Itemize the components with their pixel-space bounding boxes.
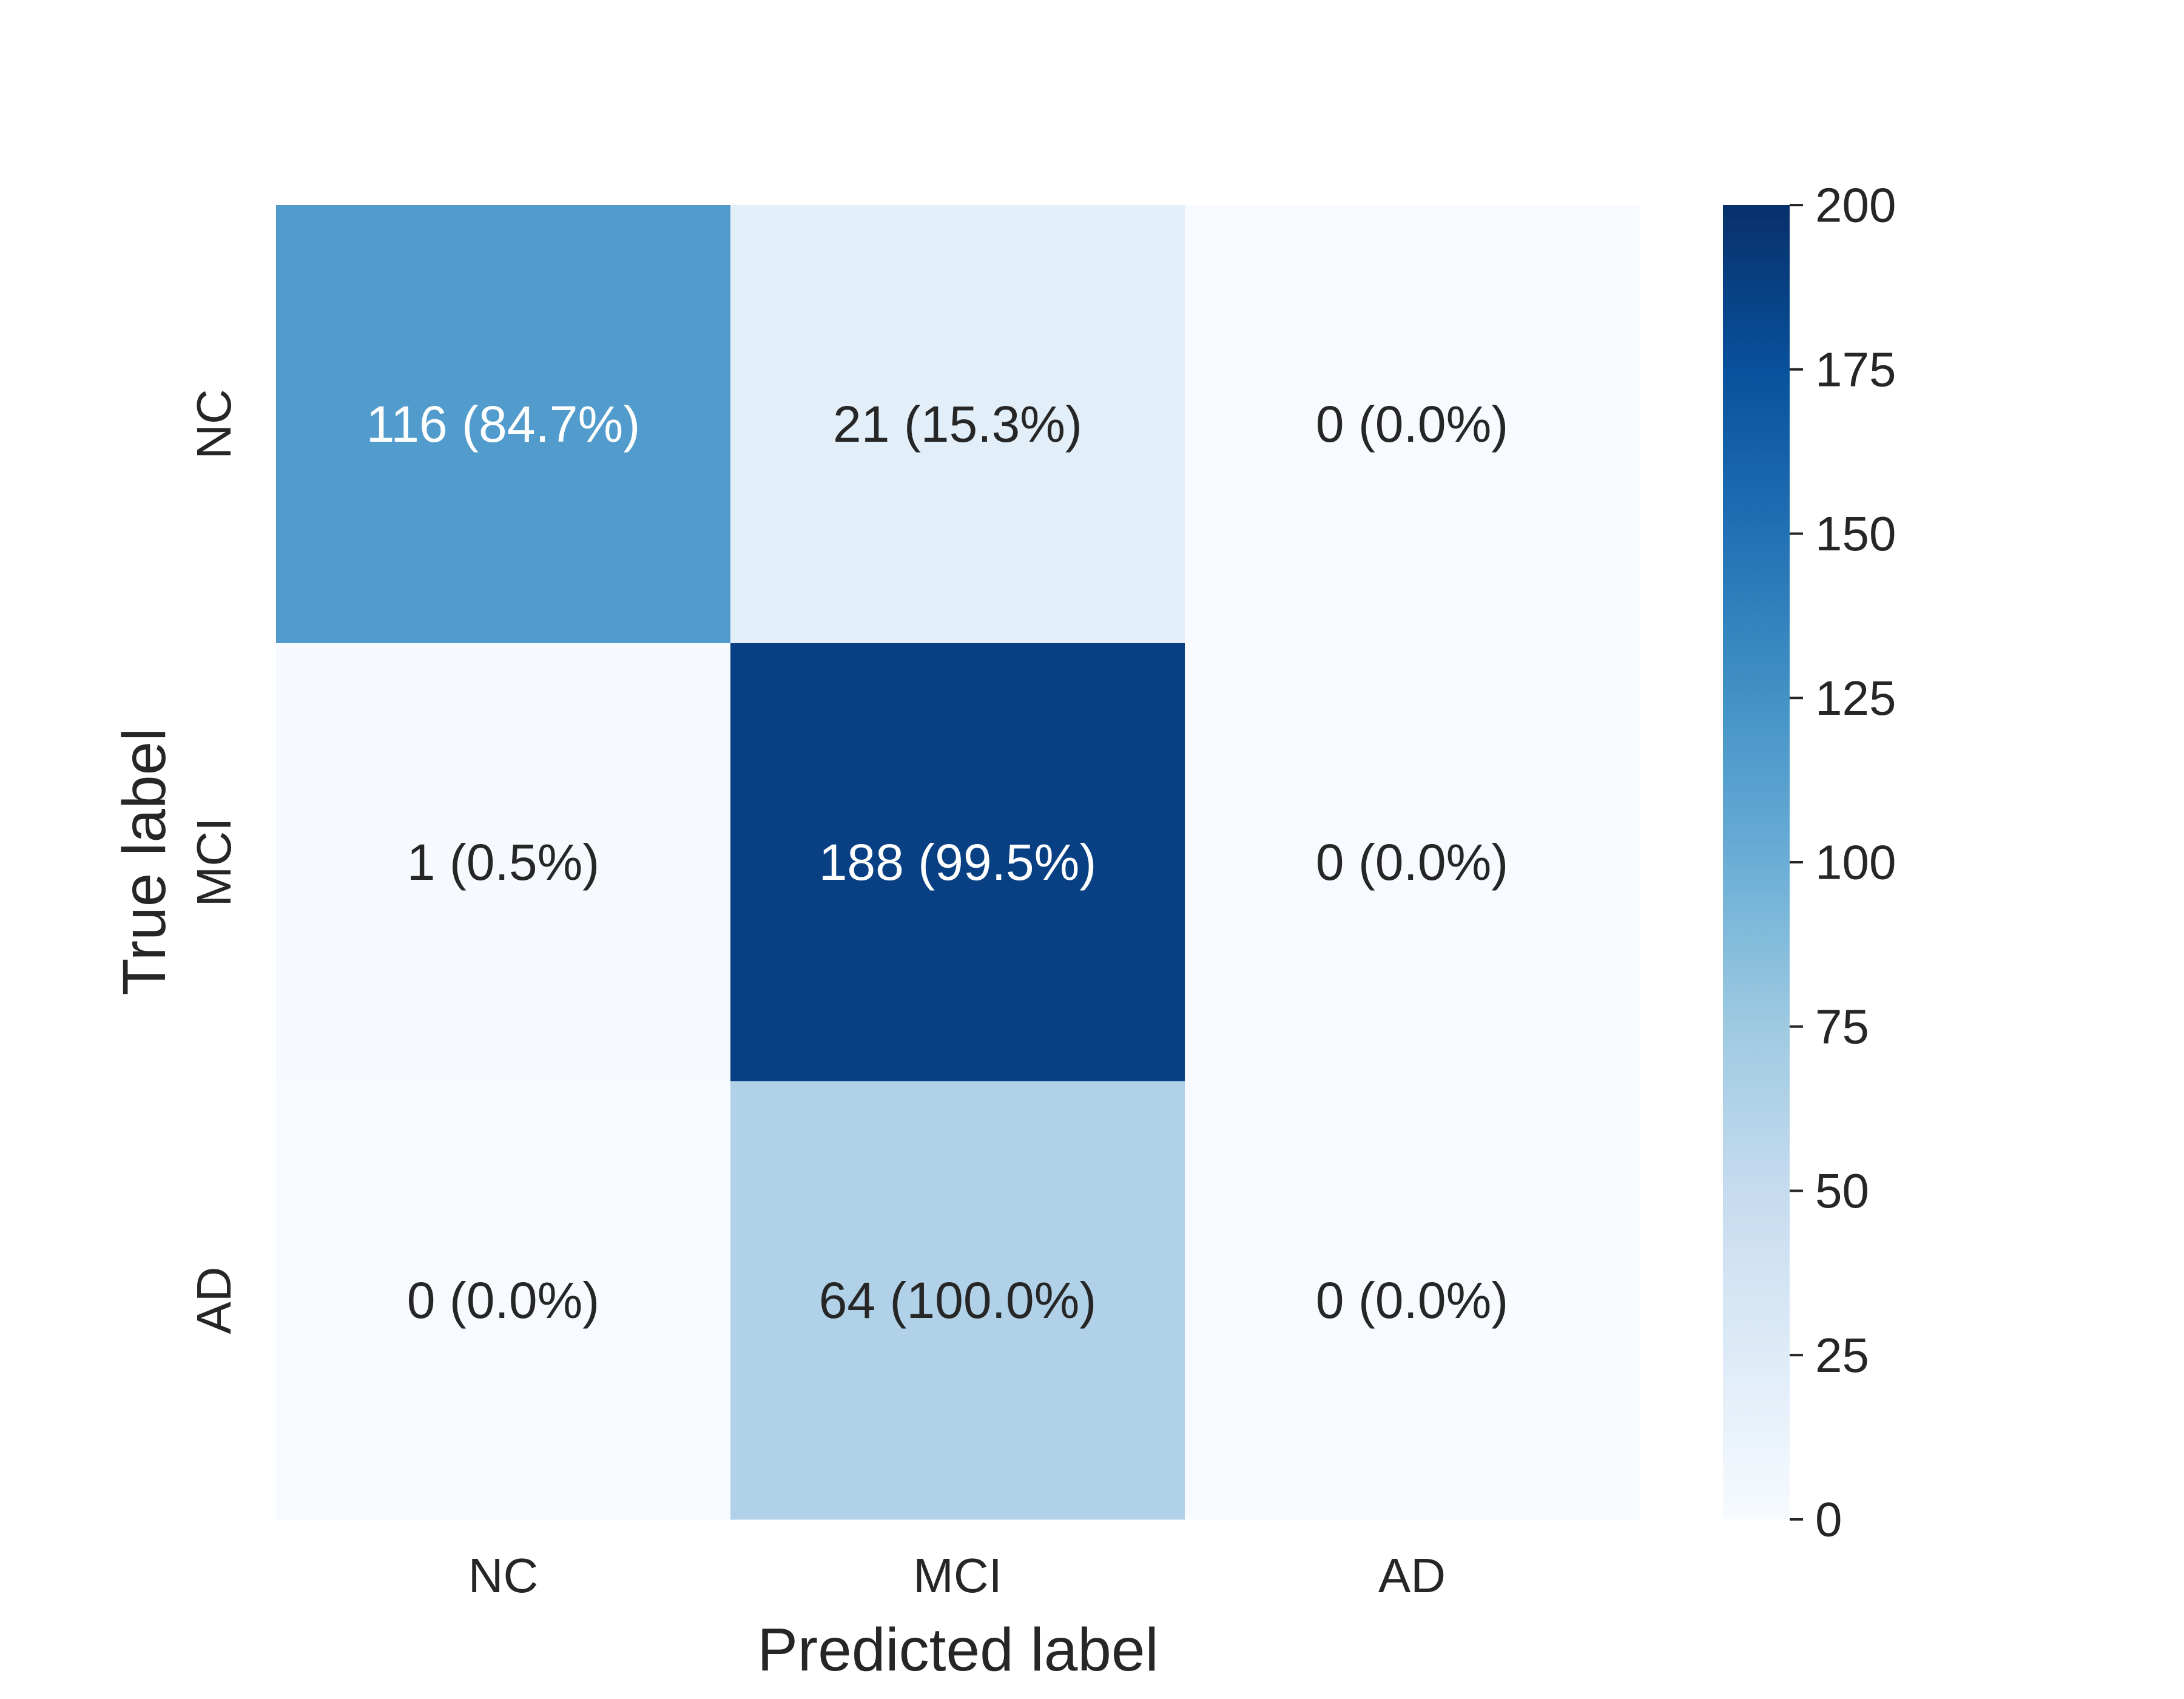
x-axis-tick-labels: NC MCI AD (468, 1549, 1446, 1603)
colorbar: 0 25 50 75 100 125 150 175 200 (1723, 178, 1896, 1547)
colorbar-tick-label: 175 (1815, 342, 1896, 396)
heatmap-cell-labels: 116 (84.7%) 21 (15.3%) 0 (0.0%) 1 (0.5%) 188… (366, 396, 1508, 1329)
colorbar-tick-label: 150 (1815, 507, 1896, 561)
heatmap-cell-label: 21 (15.3%) (833, 396, 1082, 453)
heatmap-cell (276, 643, 731, 1082)
x-axis-label: Predicted label (757, 1616, 1159, 1684)
colorbar-tick-label: 75 (1815, 999, 1869, 1053)
heatmap-cell (276, 1081, 731, 1520)
heatmap-cell-label: 0 (0.0%) (1316, 834, 1508, 891)
heatmap-cell-label: 0 (0.0%) (1316, 396, 1508, 453)
colorbar-ticks: 0 25 50 75 100 125 150 175 200 (1790, 178, 1896, 1547)
heatmap-cell (276, 205, 731, 644)
heatmap-cell (1185, 643, 1640, 1082)
y-tick-label: MCI (187, 818, 241, 907)
y-axis-label: True label (110, 728, 178, 996)
heatmap-cell-label: 0 (0.0%) (407, 1272, 599, 1329)
colorbar-tick-label: 25 (1815, 1328, 1869, 1382)
colorbar-tick-label: 100 (1815, 836, 1896, 890)
heatmap-cell (1185, 1081, 1640, 1520)
heatmap-cell (1185, 205, 1640, 644)
heatmap-cell-label: 64 (100.0%) (819, 1272, 1097, 1329)
heatmap-cell (730, 1081, 1185, 1520)
heatmap-cell-label: 116 (84.7%) (366, 396, 640, 453)
colorbar-tick-label: 50 (1815, 1164, 1869, 1218)
y-axis-tick-labels: NC MCI AD (187, 389, 241, 1334)
heatmap-cell (730, 643, 1185, 1082)
heatmap-cell (730, 205, 1185, 644)
x-tick-label: NC (468, 1549, 539, 1603)
colorbar-gradient (1723, 205, 1790, 1519)
colorbar-tick-label: 200 (1815, 178, 1896, 232)
colorbar-tick-label: 0 (1815, 1493, 1842, 1547)
x-tick-label: AD (1378, 1549, 1446, 1603)
y-tick-label: NC (187, 389, 241, 459)
colorbar-tick-label: 125 (1815, 671, 1896, 725)
heatmap-cell-label: 1 (0.5%) (407, 834, 599, 891)
x-tick-label: MCI (913, 1549, 1002, 1603)
heatmap-cells (276, 205, 1640, 1520)
heatmap-cell-label: 188 (99.5%) (819, 834, 1097, 891)
y-tick-label: AD (187, 1266, 241, 1334)
heatmap-cell-label: 0 (0.0%) (1316, 1272, 1508, 1329)
